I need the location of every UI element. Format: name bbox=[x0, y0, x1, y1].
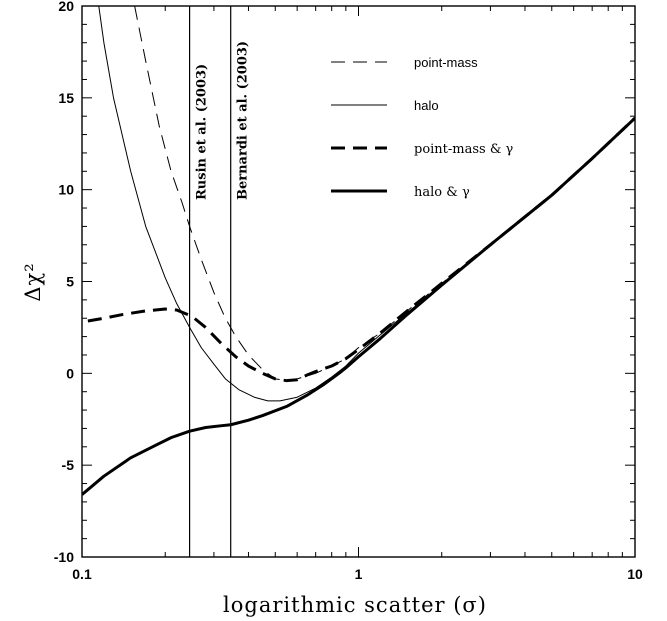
y-tick-label: 15 bbox=[58, 90, 74, 106]
y-tick-label: -5 bbox=[62, 457, 75, 473]
y-tick-label: 10 bbox=[58, 182, 74, 198]
y-tick-label: -10 bbox=[54, 549, 74, 565]
y-tick-label: 5 bbox=[66, 274, 74, 290]
y-tick-label: 20 bbox=[58, 0, 74, 14]
legend-label: halo bbox=[414, 98, 439, 113]
series-line bbox=[87, 116, 635, 383]
axes: -10 -5 0 5 10 15 20 0.1 1 10 bbox=[54, 0, 643, 582]
plot-frame bbox=[81, 5, 636, 558]
series-layer bbox=[82, 6, 635, 496]
x-axis-title: logarithmic scatter (σ) bbox=[223, 593, 487, 617]
reference-lines: Rusin et al. (2003) Bernardi et al. (2003… bbox=[189, 6, 251, 557]
legend: point-mass halo point-mass & γ halo & γ bbox=[331, 55, 514, 200]
x-tick-label: 0.1 bbox=[72, 566, 92, 582]
reference-line-label: Bernardi et al. (2003) bbox=[236, 41, 251, 200]
reference-line-label: Rusin et al. (2003) bbox=[195, 64, 210, 200]
y-axis-title: Δχ² bbox=[21, 262, 45, 301]
x-tick-label: 1 bbox=[355, 566, 363, 582]
series-line bbox=[82, 116, 635, 496]
y-tick-label: 0 bbox=[66, 365, 74, 381]
legend-label: point-mass bbox=[414, 55, 478, 70]
x-tick-label: 10 bbox=[627, 566, 643, 582]
legend-label: halo & γ bbox=[414, 185, 470, 200]
legend-label: point-mass & γ bbox=[414, 142, 514, 157]
